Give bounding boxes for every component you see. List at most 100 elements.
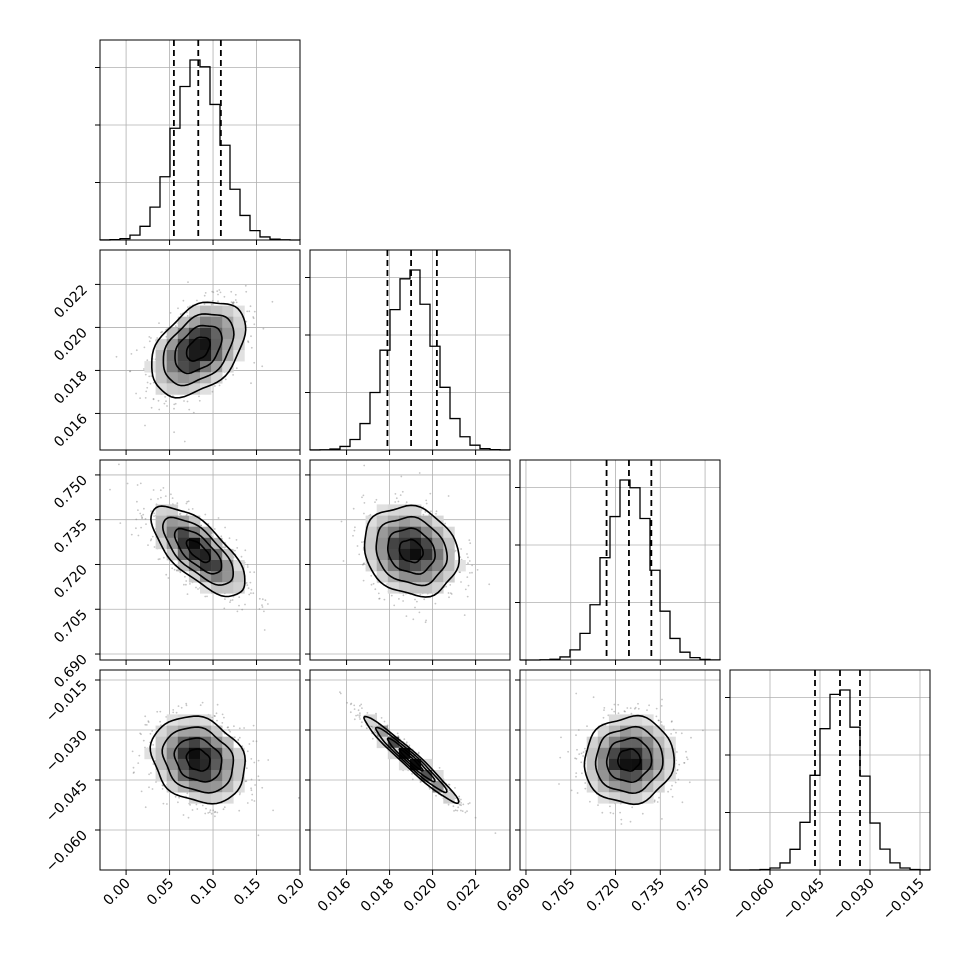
sample-point: [417, 751, 420, 754]
sample-point: [222, 808, 225, 811]
density-cell: [432, 560, 444, 572]
sample-point: [448, 789, 451, 792]
sample-point: [460, 809, 462, 812]
sample-point: [211, 290, 214, 293]
sample-point: [370, 583, 373, 586]
sample-point: [359, 704, 361, 707]
density-cell: [177, 537, 190, 550]
sample-point: [183, 583, 185, 586]
sample-point: [234, 299, 237, 301]
scatter-layer: [115, 281, 274, 443]
sample-point: [132, 772, 135, 774]
sample-point: [474, 816, 477, 819]
sample-point: [216, 719, 218, 722]
sample-point: [161, 784, 164, 786]
sample-point: [185, 513, 188, 516]
sample-point: [430, 781, 433, 784]
sample-point: [152, 398, 155, 401]
contour-line: [149, 715, 247, 805]
sample-point: [476, 569, 479, 571]
sample-point: [214, 715, 216, 717]
density-cell: [222, 350, 234, 362]
sample-point: [466, 553, 468, 555]
density-cell: [200, 571, 212, 583]
sample-point: [371, 726, 373, 729]
density-cell: [222, 571, 234, 583]
density-cell: [410, 582, 422, 594]
sample-point: [357, 714, 359, 716]
sample-point: [158, 408, 161, 411]
sample-point: [152, 763, 155, 765]
sample-point: [159, 720, 162, 723]
density-cell: [222, 792, 234, 804]
sample-point: [449, 592, 452, 594]
sample-point: [135, 349, 138, 352]
sample-point: [140, 790, 143, 793]
sample-point: [366, 712, 369, 714]
sample-point: [185, 704, 188, 707]
contour-line: [150, 505, 246, 598]
sample-point: [189, 583, 191, 585]
sample-point: [377, 592, 380, 595]
sample-point: [428, 788, 431, 790]
sample-point: [447, 495, 450, 497]
sample-point: [140, 526, 143, 529]
sample-point: [152, 489, 155, 491]
sample-point: [223, 546, 226, 549]
sample-point: [397, 735, 400, 737]
sample-point: [261, 606, 264, 608]
sample-point: [634, 706, 637, 709]
density-cell: [188, 316, 201, 329]
sample-point: [458, 571, 461, 573]
sample-point: [209, 809, 212, 812]
sample-point: [178, 513, 181, 516]
sample-point: [231, 599, 234, 601]
density-cell: [421, 560, 433, 572]
sample-point: [249, 581, 252, 584]
sample-point: [139, 397, 142, 399]
sample-point: [239, 792, 242, 794]
sample-point: [272, 809, 274, 812]
sample-point: [466, 810, 468, 813]
scatter-panel: [515, 669, 721, 875]
sample-point: [248, 743, 251, 745]
density-cell: [188, 781, 201, 793]
sample-point: [149, 382, 152, 385]
sample-point: [356, 545, 359, 547]
sample-point: [173, 407, 175, 410]
sample-point: [236, 547, 239, 549]
sample-point: [246, 584, 249, 586]
sample-point: [161, 330, 164, 333]
sample-point: [448, 783, 450, 786]
density-cell: [177, 338, 190, 351]
sample-point: [462, 803, 465, 806]
sample-point: [205, 807, 207, 810]
sample-point: [353, 704, 356, 707]
density-cell: [200, 725, 212, 738]
sample-point: [229, 730, 232, 733]
density-cell: [233, 770, 245, 782]
sample-point: [187, 306, 189, 308]
density-cell: [398, 504, 411, 516]
sample-point: [238, 604, 240, 607]
density-cell: [222, 582, 234, 594]
sample-point: [177, 801, 179, 804]
sample-point: [255, 740, 258, 743]
sample-point: [152, 744, 155, 746]
sample-point: [460, 804, 462, 807]
sample-point: [196, 808, 199, 810]
sample-point: [183, 400, 185, 402]
sample-point: [370, 725, 373, 728]
sample-point: [468, 560, 471, 562]
sample-point: [129, 370, 132, 372]
sample-point: [167, 577, 170, 579]
density-cell: [155, 725, 168, 738]
density-cell: [188, 372, 201, 384]
sample-point: [416, 600, 418, 603]
sample-point: [204, 595, 207, 598]
contour-line: [363, 715, 460, 805]
sample-point: [232, 303, 235, 305]
sample-point: [231, 302, 234, 305]
density-cell: [188, 515, 201, 528]
density-cell: [222, 560, 234, 572]
